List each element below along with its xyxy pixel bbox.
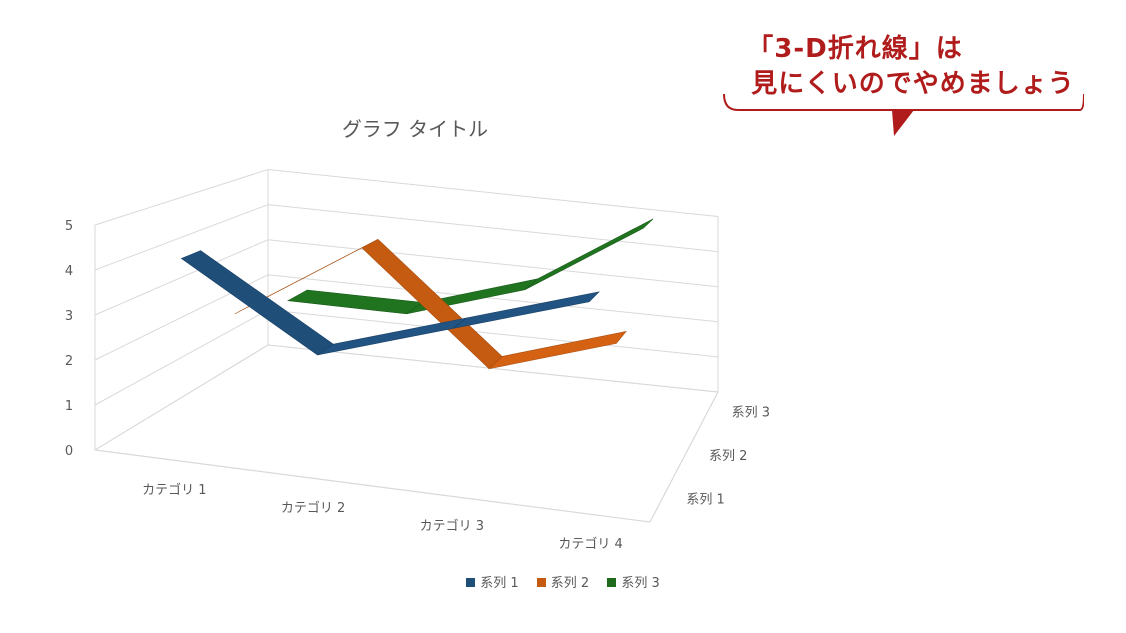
series-1-segment [453,291,600,329]
legend-label-1: 系列 1 [480,576,519,591]
legend-swatch-3 [607,578,617,587]
legend-item-series-3: 系列 3 [607,572,660,591]
gridline [94,309,719,406]
callout: 「3-D折れ線」は 見にくいのでやめましょう [722,32,1084,142]
series-3-ribbon [287,218,654,315]
x-tick-label: カテゴリ 4 [558,536,622,552]
legend: 系列 1 系列 2 系列 3 [0,572,1126,591]
chart-walls [94,169,719,523]
legend-item-series-2: 系列 2 [536,572,590,591]
series-3-segment [287,289,424,315]
series-2-ribbon [234,238,627,370]
depth-tick-label: 系列 1 [686,492,724,507]
y-tick-label: 3 [65,309,73,324]
x-axis-line [94,449,651,523]
gridline [94,344,719,451]
y-tick-label: 2 [65,354,73,369]
gridline [94,204,719,271]
series-1-ribbon [180,250,600,356]
legend-swatch-1 [466,578,476,587]
legend-swatch-2 [536,578,546,587]
series-2-segment [488,331,627,370]
legend-label-2: 系列 2 [550,576,590,591]
callout-line-1: 「3-D折れ線」は [747,34,963,64]
chart-series [180,218,654,370]
x-tick-label: カテゴリ 1 [142,482,206,498]
depth-axis-labels: 系列 1 系列 2 系列 3 [686,406,770,508]
y-axis-labels: 0 1 2 3 4 5 [65,219,73,459]
series-1-segment [317,317,467,356]
callout-bracket [723,93,1084,136]
depth-tick-label: 系列 2 [709,449,747,464]
depth-axis-line [649,391,719,523]
y-tick-label: 0 [65,444,73,459]
series-3-segment [524,218,654,290]
x-tick-label: カテゴリ 3 [420,518,484,534]
legend-item-series-1: 系列 1 [466,572,519,591]
gridline [94,239,719,316]
chart-title: グラフ タイトル [341,117,489,141]
x-tick-label: カテゴリ 2 [281,500,345,516]
gridline [94,168,719,226]
y-tick-label: 4 [65,264,73,279]
floor-back-edges [94,344,719,451]
depth-tick-label: 系列 3 [732,406,770,421]
callout-line-2: 見にくいのでやめましょう [751,69,1075,99]
y-tick-label: 1 [65,399,73,414]
legend-label-3: 系列 3 [621,576,660,591]
y-tick-label: 5 [65,219,73,234]
x-axis-labels: カテゴリ 1 カテゴリ 2 カテゴリ 3 カテゴリ 4 [142,482,623,552]
